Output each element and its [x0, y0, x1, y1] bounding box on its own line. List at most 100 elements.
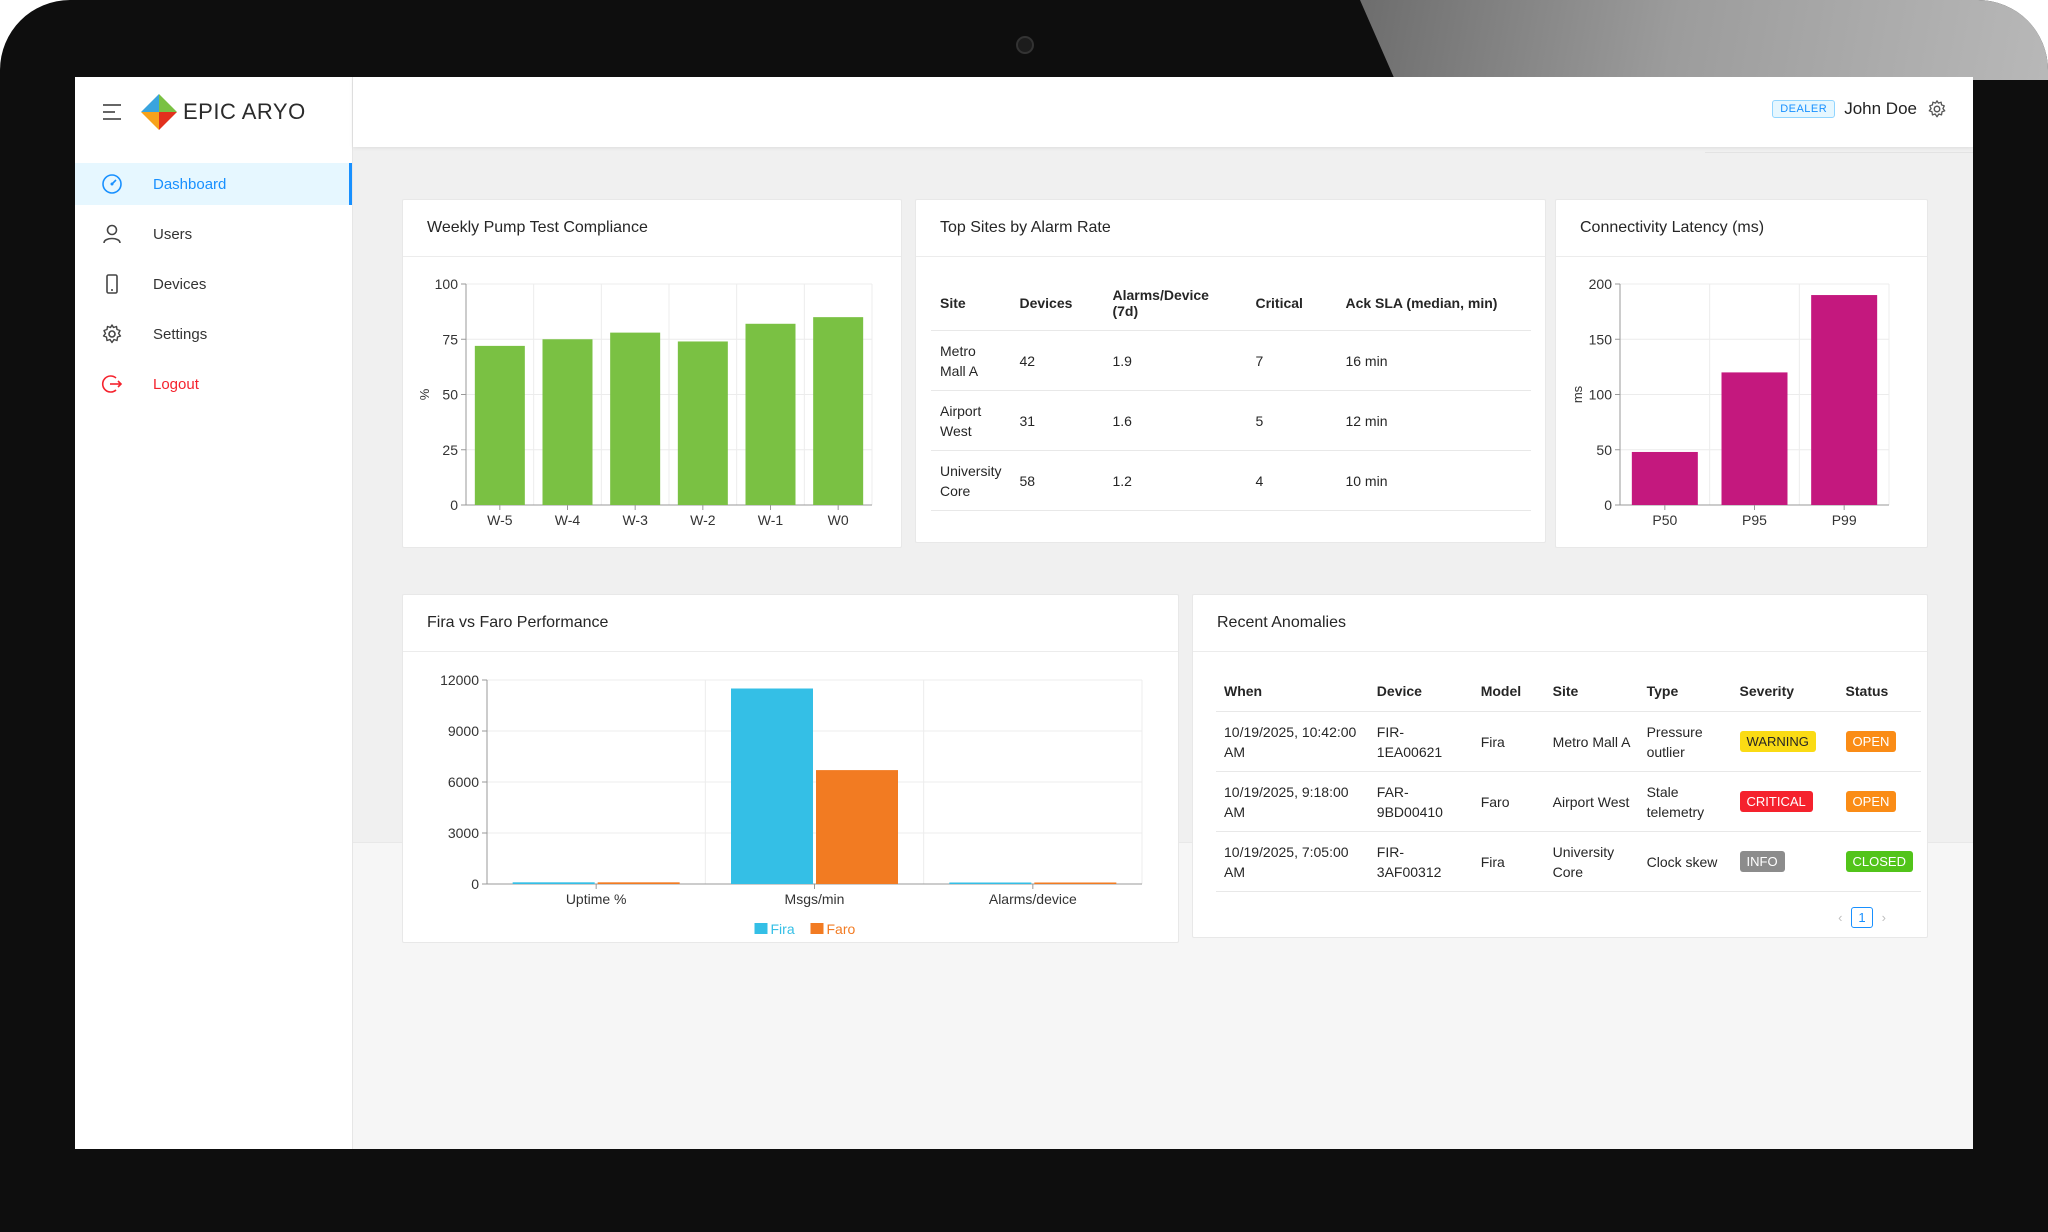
top-sites-card: Top Sites by Alarm Rate Site Devices Ala…	[915, 199, 1546, 543]
table-cell: Fira	[1472, 711, 1545, 772]
y-tick-label: 0	[471, 876, 479, 892]
table-cell: University Core	[931, 450, 1011, 511]
table-row[interactable]: Metro Mall A 42 1.9 7 16 min	[931, 330, 1531, 391]
table-row[interactable]: Airport West 31 1.6 5 12 min	[931, 390, 1531, 451]
card-title: Connectivity Latency (ms)	[1556, 200, 1927, 257]
anomalies-card: Recent Anomalies When Device Model Site …	[1192, 594, 1928, 938]
table-cell: WARNING	[1731, 711, 1838, 772]
column-header: When	[1216, 671, 1369, 712]
bar	[1034, 882, 1117, 884]
sidebar-item-users[interactable]: Users	[75, 213, 352, 255]
table-cell: 1.2	[1103, 450, 1247, 511]
table-header-row: When Device Model Site Type Severity Sta…	[1216, 671, 1921, 712]
page-number[interactable]: 1	[1851, 907, 1873, 928]
sidebar-nav: Dashboard Users Devices Settings Logout	[75, 163, 352, 405]
gear-icon[interactable]	[1927, 99, 1947, 119]
latency-card: Connectivity Latency (ms) 0 50 100 150 200 ms…	[1555, 199, 1928, 548]
table-cell: 10/19/2025, 9:18:00 AM	[1216, 771, 1369, 832]
legend-swatch	[810, 923, 824, 934]
status-badge: CLOSED	[1845, 851, 1913, 872]
severity-badge: INFO	[1739, 851, 1785, 872]
user-icon	[103, 224, 121, 244]
x-tick-label: W-4	[555, 512, 581, 528]
card-title: Recent Anomalies	[1193, 595, 1927, 652]
table-cell: 12 min	[1336, 390, 1531, 451]
anomalies-table: When Device Model Site Type Severity Sta…	[1216, 671, 1921, 892]
severity-badge: CRITICAL	[1739, 791, 1813, 812]
y-tick-label: 12000	[440, 672, 479, 688]
sidebar-item-settings[interactable]: Settings	[75, 313, 352, 355]
x-tick-label: Alarms/device	[989, 891, 1077, 907]
y-tick-label: 50	[442, 387, 458, 403]
x-tick-label: W-1	[758, 512, 784, 528]
table-cell: Stale telemetry	[1638, 771, 1732, 832]
sidebar-item-label: Users	[153, 225, 193, 243]
table-cell: 31	[1010, 390, 1104, 451]
table-row[interactable]: 10/19/2025, 10:42:00 AM FIR-1EA00621 Fir…	[1216, 711, 1921, 772]
sites-table: Site Devices Alarms/Device (7d) Critical…	[931, 276, 1531, 511]
column-header: Site	[931, 276, 1011, 331]
next-page-icon[interactable]: ›	[1881, 910, 1886, 925]
y-tick-label: 3000	[448, 825, 479, 841]
logo-icon	[141, 94, 177, 130]
table-cell: 58	[1010, 450, 1104, 511]
column-header: Status	[1837, 671, 1921, 712]
table-cell: 42	[1010, 330, 1104, 391]
legend-label: Fira	[771, 921, 795, 937]
y-tick-label: 0	[1604, 497, 1612, 513]
table-cell: 10 min	[1336, 450, 1531, 511]
table-header-row: Site Devices Alarms/Device (7d) Critical…	[931, 276, 1531, 331]
fira-faro-chart: 0 3000 6000 9000 12000 Uptime % Msgs/min Alarms…	[440, 672, 1143, 937]
divider	[1705, 152, 1973, 153]
table-row[interactable]: 10/19/2025, 9:18:00 AM FAR-9BD00410 Faro…	[1216, 771, 1921, 832]
pump-compliance-card: Weekly Pump Test Compliance 0 25 50 75 100% W…	[402, 199, 902, 548]
bar	[677, 341, 728, 505]
x-tick-label: W-2	[690, 512, 716, 528]
table-row[interactable]: 10/19/2025, 7:05:00 AM FIR-3AF00312 Fira…	[1216, 831, 1921, 892]
table-cell: FAR-9BD00410	[1368, 771, 1473, 832]
table-row[interactable]: University Core 58 1.2 4 10 min	[931, 450, 1531, 511]
card-title: Weekly Pump Test Compliance	[403, 200, 901, 257]
y-tick-label: 6000	[448, 774, 479, 790]
table-cell: Faro	[1472, 771, 1545, 832]
table-cell: 7	[1246, 330, 1337, 391]
x-tick-label: W-3	[622, 512, 648, 528]
column-header: Ack SLA (median, min)	[1336, 276, 1531, 331]
fira-faro-card: Fira vs Faro Performance 0 3000 6000 9000 12…	[402, 594, 1179, 943]
table-cell: Fira	[1472, 831, 1545, 892]
y-tick-label: 50	[1596, 442, 1612, 458]
table-cell: Pressure outlier	[1638, 711, 1732, 772]
x-tick-label: P50	[1652, 512, 1677, 528]
role-badge: DEALER	[1772, 100, 1836, 118]
table-cell: 16 min	[1336, 330, 1531, 391]
device-icon	[106, 274, 118, 294]
user-name[interactable]: John Doe	[1844, 99, 1917, 118]
table-cell: University Core	[1544, 831, 1639, 892]
bar	[745, 323, 796, 505]
y-axis-label: %	[417, 388, 432, 400]
sidebar-item-label: Settings	[153, 325, 208, 343]
table-cell: 5	[1246, 390, 1337, 451]
table-cell: CLOSED	[1837, 831, 1921, 892]
y-tick-label: 200	[1589, 276, 1613, 292]
table-cell: 1.6	[1103, 390, 1247, 451]
user-menu[interactable]: DEALER John Doe	[1772, 99, 1947, 119]
y-tick-label: 25	[442, 442, 458, 458]
column-header: Device	[1368, 671, 1473, 712]
card-title: Fira vs Faro Performance	[403, 595, 1178, 652]
brand-name: EPIC ARYO	[183, 99, 306, 124]
sidebar-item-logout[interactable]: Logout	[75, 363, 352, 405]
pump-compliance-chart: 0 25 50 75 100% W-5 W-4 W-3 W-2 W-1 W0	[417, 276, 873, 528]
y-axis-label: ms	[1570, 385, 1585, 403]
prev-page-icon[interactable]: ‹	[1838, 910, 1843, 925]
sidebar-item-dashboard[interactable]: Dashboard	[75, 163, 352, 205]
table-cell: FIR-3AF00312	[1368, 831, 1473, 892]
table-cell: INFO	[1731, 831, 1838, 892]
legend-swatch	[754, 923, 768, 934]
menu-toggle-icon[interactable]	[103, 104, 121, 120]
sidebar-item-devices[interactable]: Devices	[75, 263, 352, 305]
bar	[1631, 451, 1698, 505]
status-badge: OPEN	[1845, 791, 1897, 812]
table-cell: 1.9	[1103, 330, 1247, 391]
